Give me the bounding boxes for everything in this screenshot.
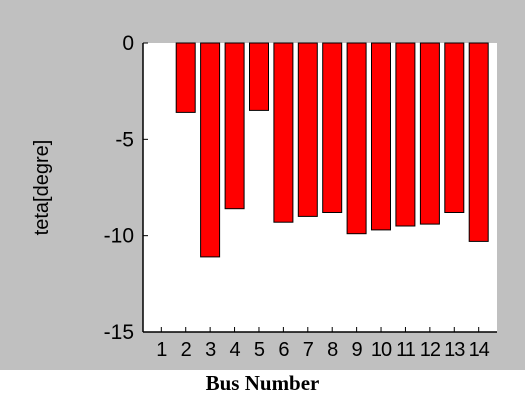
bar-4 xyxy=(224,42,245,210)
x-tick-label: 14 xyxy=(469,339,490,361)
x-tick-label: 1 xyxy=(156,339,167,361)
bar-14 xyxy=(468,42,489,242)
y-ticks-group: 0 -5 -10 -15 xyxy=(104,32,148,344)
x-tick-label: 13 xyxy=(444,339,465,361)
y-tick-label: -10 xyxy=(104,225,134,248)
bar-13 xyxy=(444,42,465,213)
x-tick-label: 5 xyxy=(254,339,265,361)
x-tick-label: 12 xyxy=(420,339,441,361)
axes-background xyxy=(143,43,497,332)
x-tick-label: 4 xyxy=(229,339,240,361)
y-tick-label: -5 xyxy=(115,128,134,151)
bar-7 xyxy=(297,42,318,217)
x-ticks-group: 1 2 3 4 5 6 7 8 9 10 11 12 13 14 xyxy=(156,327,491,361)
x-axis-label: Bus Number xyxy=(205,371,320,395)
bar-10 xyxy=(371,42,391,231)
y-tick-label: 0 xyxy=(122,32,134,55)
x-tick-label: 11 xyxy=(396,339,416,361)
bar-11 xyxy=(395,42,416,227)
bar-chart: 0-5-10-15 1 2 3 4 5 6 7 8 9 10 11 12 13 14 teta[degre… xyxy=(0,0,525,370)
y-axis-label: teta[degre] xyxy=(31,140,53,236)
x-tick-label: 10 xyxy=(371,339,392,361)
x-tick-label: 7 xyxy=(303,339,314,361)
bars-group xyxy=(175,42,489,258)
x-tick-label: 2 xyxy=(181,339,192,361)
x-tick-label: 8 xyxy=(327,339,338,361)
bar-9 xyxy=(346,42,367,235)
bar-3 xyxy=(200,42,221,258)
x-tick-label: 6 xyxy=(278,339,289,361)
x-tick-label: 3 xyxy=(205,339,216,361)
bar-2 xyxy=(175,42,196,113)
bar-6 xyxy=(273,42,294,223)
bar-12 xyxy=(419,42,440,225)
bar-8 xyxy=(322,42,343,213)
bar-5 xyxy=(249,42,269,111)
y-tick-label: -15 xyxy=(104,321,134,344)
x-tick-label: 9 xyxy=(352,339,363,361)
